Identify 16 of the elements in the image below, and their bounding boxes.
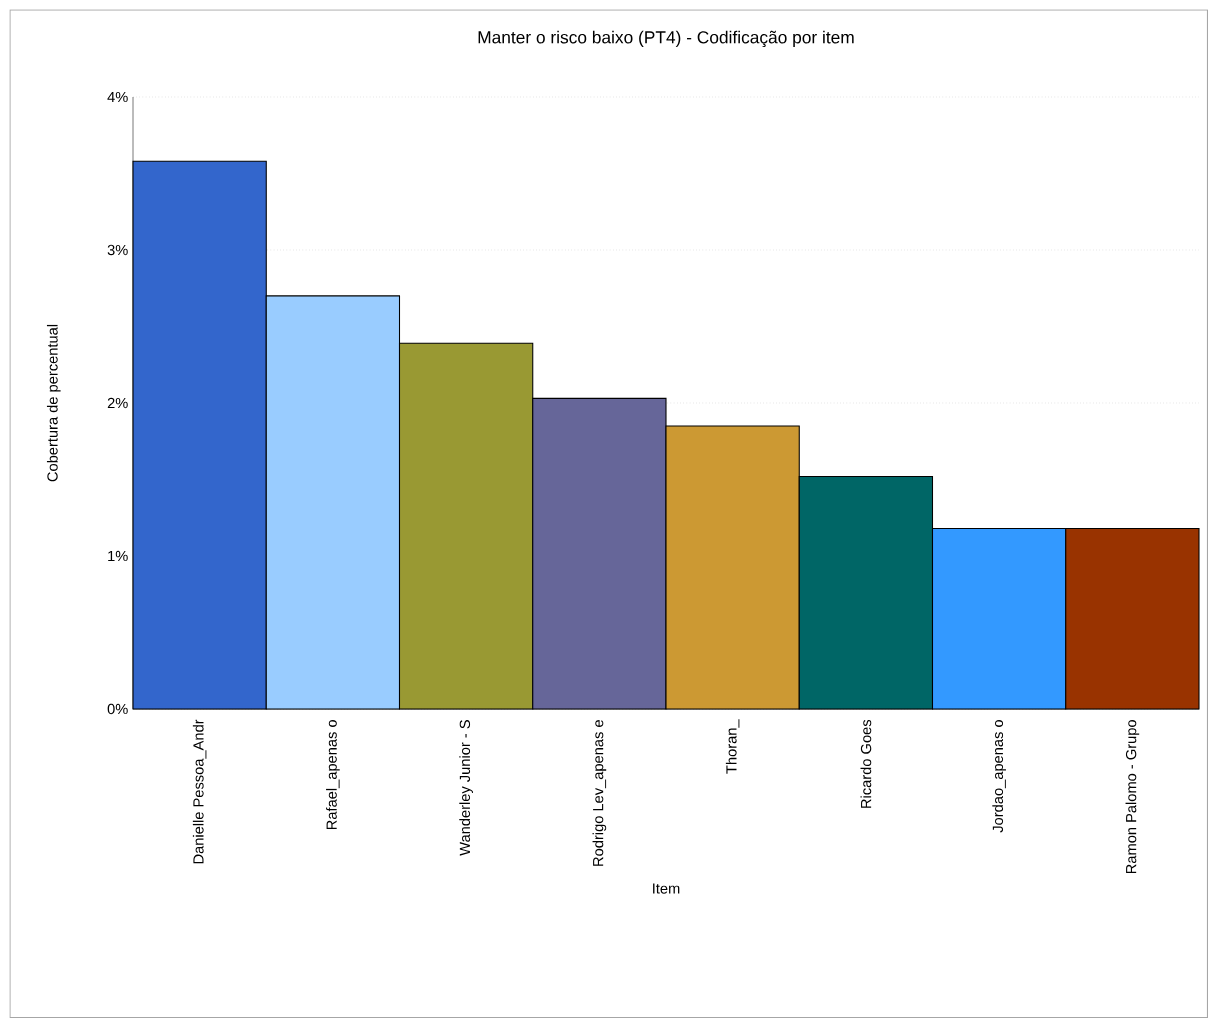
x-tick-label: Ramon Palomo - Grupo	[1125, 720, 1140, 874]
y-tick-label: 3%	[107, 244, 128, 256]
x-tick-label: Wanderley Junior - S	[459, 720, 473, 856]
y-tick-label: 0%	[107, 703, 128, 715]
y-tick-label: 1%	[108, 550, 128, 562]
x-tick-label: Thoran_	[725, 719, 740, 774]
x-tick-label: Danielle Pessoa_Andr	[192, 719, 207, 864]
y-axis-title: Cobertura de percentual	[46, 324, 61, 482]
x-axis-title: Item	[653, 883, 680, 894]
x-tick-label: Ricardo Goes	[860, 719, 872, 808]
chart-title: Manter o risco baixo (PT4) - Codificação por item	[478, 30, 854, 47]
x-tick-label: Jordao_apenas o	[992, 720, 1006, 833]
y-tick-label: 2%	[107, 397, 128, 409]
x-tick-label: Rafael_apenas o	[326, 720, 340, 830]
y-tick-label: 4%	[107, 91, 128, 103]
x-tick-label: Rodrigo Lev_apenas e	[592, 720, 607, 866]
